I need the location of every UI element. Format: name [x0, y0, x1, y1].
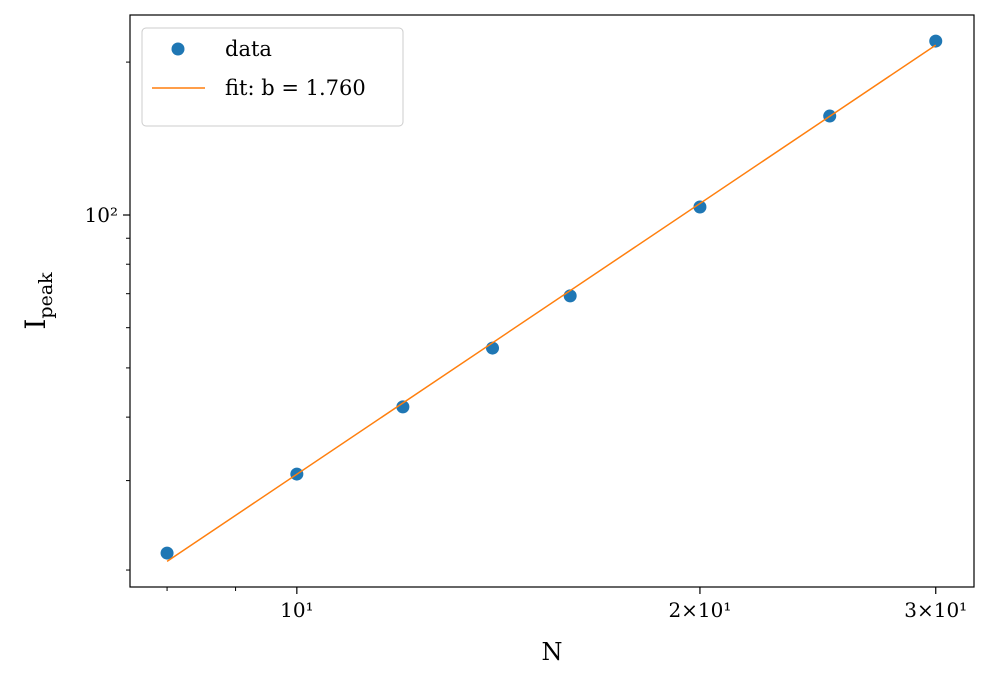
legend: data fit: b = 1.760 [141, 27, 404, 127]
data-point [160, 546, 174, 560]
legend-label: fit: b = 1.760 [225, 76, 366, 100]
data-point [929, 34, 943, 48]
plot-frame [129, 14, 975, 588]
y-axis-label-main: I [19, 319, 52, 330]
legend-box [141, 27, 404, 127]
x-tick-label: 3×10¹ [904, 598, 967, 622]
fit-line [166, 44, 937, 563]
y-tick-label: 10² [85, 203, 118, 227]
legend-marker [171, 42, 185, 56]
legend-label: data [225, 37, 272, 61]
x-tick-label: 10¹ [280, 598, 313, 622]
data-point [396, 400, 410, 414]
x-tick-label: 2×10¹ [668, 598, 731, 622]
y-axis-label-sub: peak [35, 272, 57, 319]
x-axis-label: N [542, 638, 563, 666]
y-axis-label: Ipeak [19, 272, 57, 330]
data-point [693, 200, 707, 214]
